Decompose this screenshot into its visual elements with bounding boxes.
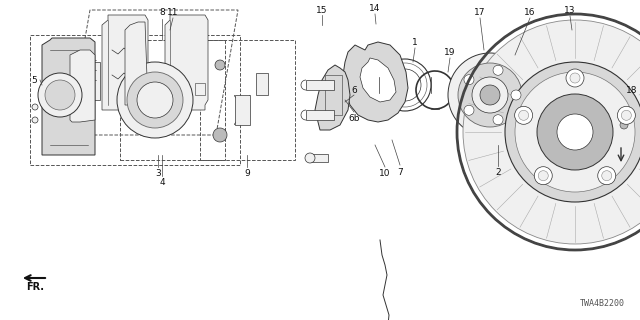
Circle shape [127, 72, 183, 128]
Text: 6b: 6b [348, 114, 360, 123]
Circle shape [538, 171, 548, 181]
Text: 18: 18 [627, 85, 637, 94]
Bar [310, 154, 328, 162]
Text: 10: 10 [380, 169, 391, 178]
Bar [195, 83, 205, 95]
Bar [468, 114, 490, 152]
Polygon shape [125, 22, 148, 105]
Text: 9: 9 [244, 169, 250, 178]
Circle shape [518, 110, 529, 120]
Text: 15: 15 [316, 5, 328, 14]
Bar [306, 80, 334, 90]
Circle shape [464, 105, 474, 115]
Circle shape [515, 106, 532, 124]
Circle shape [464, 75, 474, 85]
Circle shape [463, 20, 640, 244]
Circle shape [570, 73, 580, 83]
Circle shape [117, 62, 193, 138]
Polygon shape [315, 65, 350, 130]
Bar [120, 40, 225, 160]
Polygon shape [343, 42, 408, 122]
Circle shape [511, 90, 521, 100]
Text: 1: 1 [412, 37, 418, 46]
Text: 8: 8 [159, 7, 165, 17]
Polygon shape [42, 38, 95, 155]
Circle shape [137, 82, 173, 118]
Text: 6: 6 [351, 85, 357, 94]
Circle shape [493, 65, 503, 75]
Circle shape [515, 72, 635, 192]
Circle shape [472, 77, 508, 113]
Text: 5: 5 [31, 76, 37, 84]
Circle shape [537, 94, 613, 170]
Circle shape [602, 171, 612, 181]
Text: 16: 16 [524, 7, 536, 17]
Circle shape [45, 80, 75, 110]
Text: 19: 19 [444, 47, 456, 57]
Text: 2: 2 [495, 167, 501, 177]
Bar [30, 35, 240, 165]
Circle shape [480, 85, 500, 105]
Circle shape [620, 121, 628, 129]
Text: 7: 7 [397, 167, 403, 177]
Circle shape [493, 115, 503, 125]
Circle shape [38, 73, 82, 117]
Circle shape [618, 106, 636, 124]
Circle shape [534, 167, 552, 185]
Text: 3: 3 [155, 169, 161, 178]
Polygon shape [165, 15, 208, 110]
Circle shape [448, 53, 532, 137]
Circle shape [32, 104, 38, 110]
Text: TWA4B2200: TWA4B2200 [580, 299, 625, 308]
Bar [200, 40, 295, 160]
Text: 17: 17 [474, 7, 486, 17]
Text: 13: 13 [564, 5, 576, 14]
Bar [235, 95, 250, 125]
Text: 4: 4 [159, 178, 165, 187]
Text: FR.: FR. [26, 282, 44, 292]
Polygon shape [102, 15, 148, 110]
Text: B-21: B-21 [609, 133, 632, 142]
Circle shape [215, 60, 225, 70]
Circle shape [457, 14, 640, 250]
Circle shape [458, 63, 522, 127]
Circle shape [557, 114, 593, 150]
Circle shape [621, 110, 631, 120]
Circle shape [566, 69, 584, 87]
Circle shape [616, 117, 632, 133]
Bar [78, 62, 100, 100]
Circle shape [32, 117, 38, 123]
Polygon shape [70, 50, 95, 122]
Circle shape [213, 128, 227, 142]
Circle shape [305, 153, 315, 163]
Polygon shape [360, 58, 396, 102]
Circle shape [505, 62, 640, 202]
Bar [256, 73, 268, 95]
Bar [306, 110, 334, 120]
Text: 11: 11 [167, 7, 179, 17]
Circle shape [598, 167, 616, 185]
Text: 14: 14 [369, 4, 381, 12]
